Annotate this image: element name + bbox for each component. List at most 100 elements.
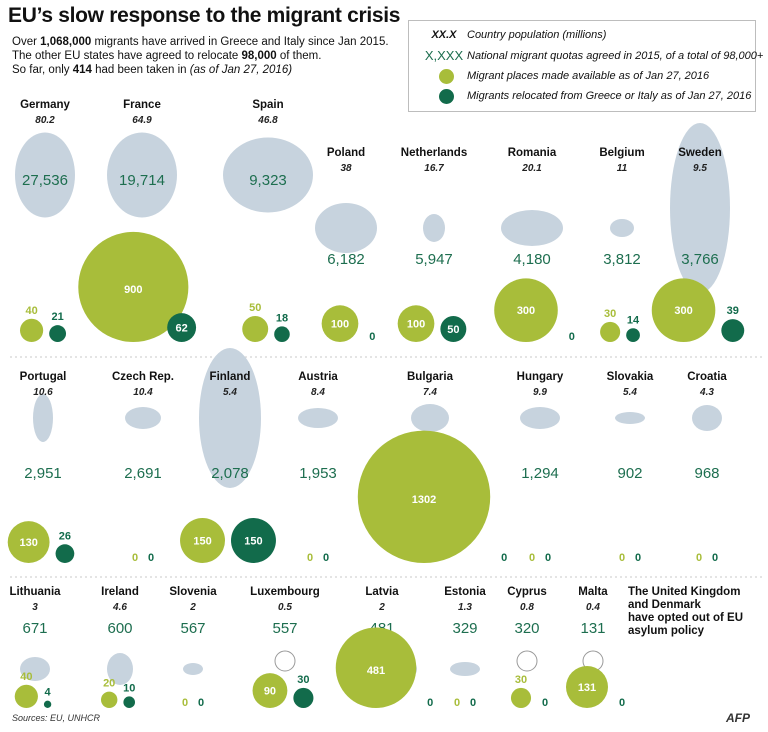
cyprus-places-mark <box>510 687 532 708</box>
romania-places-label: 300 <box>517 305 535 317</box>
germany-map-shape <box>15 132 75 218</box>
hungary-population-label: 9.9 <box>533 387 547 398</box>
legend-quota-text: National migrant quotas agreed in 2015, … <box>467 50 764 62</box>
hungary-places-label: 0 <box>529 552 535 564</box>
germany-population-label: 80.2 <box>35 115 55 126</box>
netherlands-places-label: 100 <box>407 319 425 331</box>
slovakia-relocated-label: 0 <box>635 552 641 564</box>
ireland-places-mark <box>100 691 118 708</box>
croatia-map-shape <box>692 405 722 431</box>
finland-quota-label: 2,078 <box>211 465 249 482</box>
austria-population-label: 8.4 <box>311 387 325 398</box>
finland-places-label: 150 <box>193 536 211 548</box>
slovakia-quota-label: 902 <box>617 465 642 482</box>
poland-places-mark <box>321 305 359 342</box>
slovenia-places-label: 0 <box>182 697 188 709</box>
hungary-map-shape <box>520 407 560 429</box>
estonia-relocated-label: 0 <box>470 697 476 709</box>
czech-rep-map-shape <box>125 407 161 429</box>
belgium-map-shape <box>610 219 634 237</box>
slovenia-relocated-label: 0 <box>198 697 204 709</box>
finland-relocated-mark <box>231 518 276 563</box>
latvia-relocated-label: 0 <box>427 697 433 709</box>
opt-out-note-line-2: and Denmark <box>628 599 701 611</box>
france-quota-label: 19,714 <box>119 172 165 189</box>
page-title: EU’s slow response to the migrant crisis <box>8 4 401 27</box>
legend-places-swatch <box>439 69 454 84</box>
austria-places-label: 0 <box>307 552 313 564</box>
luxembourg-quota-label: 557 <box>272 620 297 637</box>
germany-quota-label: 27,536 <box>22 172 68 189</box>
spain-relocated-mark <box>274 326 290 342</box>
ireland-relocated-mark <box>123 696 136 708</box>
lithuania-quota-label: 671 <box>22 620 47 637</box>
cyprus-places-label: 30 <box>515 674 527 686</box>
netherlands-relocated-label: 50 <box>447 324 459 336</box>
spain-name-label: Spain <box>252 99 283 111</box>
spain-places-mark <box>242 316 269 342</box>
legend: XX.X Country population (millions) X,XXX… <box>408 20 763 112</box>
slovakia-name-label: Slovakia <box>607 371 654 383</box>
hungary-quota-label: 1,294 <box>521 465 559 482</box>
lithuania-name-label: Lithuania <box>9 586 61 598</box>
source-note: Sources: EU, UNHCR <box>12 713 101 723</box>
ireland-map-shape <box>107 653 133 685</box>
belgium-places-label: 30 <box>604 308 616 320</box>
luxembourg-relocated-mark <box>293 687 314 708</box>
france-relocated-mark <box>167 313 197 343</box>
portugal-relocated-label: 26 <box>59 530 71 542</box>
czech-rep-relocated-label: 0 <box>148 552 154 564</box>
czech-rep-population-label: 10.4 <box>133 387 153 398</box>
luxembourg-places-label: 90 <box>264 686 276 698</box>
opt-out-note-line-4: asylum policy <box>628 625 705 637</box>
subtitle-line-3: So far, only 414 had been taken in (as o… <box>12 64 293 76</box>
austria-name-label: Austria <box>298 371 338 383</box>
subtitle-line-2: The other EU states have agreed to reloc… <box>12 50 322 62</box>
malta-places-label: 131 <box>578 682 596 694</box>
romania-places-mark <box>494 278 558 342</box>
germany-name-label: Germany <box>20 99 70 111</box>
legend-population-text: Country population (millions) <box>467 29 607 41</box>
czech-rep-name-label: Czech Rep. <box>112 371 174 383</box>
luxembourg-relocated-label: 30 <box>297 674 309 686</box>
legend-relocated-text: Migrants relocated from Greece or Italy … <box>467 90 752 102</box>
austria-map-shape <box>298 408 338 428</box>
finland-places-mark <box>180 518 225 563</box>
ireland-places-label: 20 <box>103 678 115 690</box>
lithuania-relocated-label: 4 <box>45 687 52 699</box>
belgium-quota-label: 3,812 <box>603 251 641 268</box>
cyprus-relocated-label: 0 <box>542 697 548 709</box>
romania-name-label: Romania <box>508 147 557 159</box>
estonia-population-label: 1.3 <box>458 602 472 613</box>
lithuania-places-label: 40 <box>20 671 32 683</box>
czech-rep-quota-label: 2,691 <box>124 465 162 482</box>
netherlands-population-label: 16.7 <box>424 163 444 174</box>
sweden-name-label: Sweden <box>678 147 721 159</box>
germany-places-label: 40 <box>25 305 37 317</box>
croatia-population-label: 4.3 <box>699 387 714 398</box>
lithuania-map-shape <box>20 657 50 681</box>
slovenia-quota-label: 567 <box>180 620 205 637</box>
spain-quota-label: 9,323 <box>249 172 287 189</box>
hungary-relocated-label: 0 <box>545 552 551 564</box>
malta-relocated-label: 0 <box>619 697 625 709</box>
latvia-population-label: 2 <box>378 602 385 613</box>
netherlands-quota-label: 5,947 <box>415 251 453 268</box>
spain-map-shape <box>223 137 313 213</box>
romania-quota-label: 4,180 <box>513 251 551 268</box>
sweden-quota-label: 3,766 <box>681 251 719 268</box>
slovakia-map-shape <box>615 412 645 424</box>
sweden-map-shape <box>670 123 730 293</box>
ireland-population-label: 4.6 <box>112 602 127 613</box>
croatia-quota-label: 968 <box>694 465 719 482</box>
malta-quota-label: 131 <box>580 620 605 637</box>
france-places-label: 900 <box>124 284 142 296</box>
slovenia-name-label: Slovenia <box>169 586 217 598</box>
country-marks: Germany80.227,5364021France64.919,714900… <box>7 99 745 709</box>
sweden-relocated-mark <box>721 319 745 342</box>
spain-relocated-label: 18 <box>276 312 288 324</box>
lithuania-population-label: 3 <box>32 602 38 613</box>
portugal-map-shape <box>33 394 53 442</box>
netherlands-places-mark <box>397 305 435 342</box>
portugal-relocated-mark <box>55 544 75 563</box>
